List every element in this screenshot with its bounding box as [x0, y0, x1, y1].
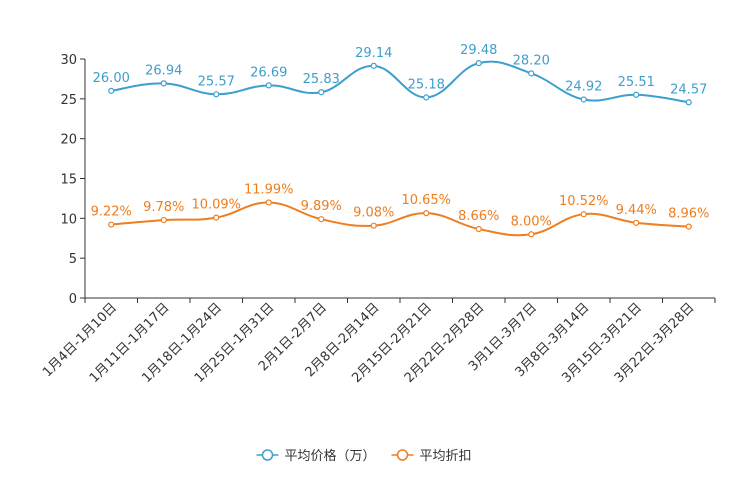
y-tick-label: 20	[60, 133, 77, 148]
y-tick-label: 15	[60, 173, 77, 188]
data-point	[318, 89, 325, 96]
data-point	[475, 225, 482, 233]
data-point	[160, 80, 167, 87]
data-point	[265, 199, 272, 206]
data-point	[423, 210, 430, 217]
data-label: 25.51	[618, 75, 655, 90]
data-label: 26.00	[93, 71, 130, 86]
data-point	[370, 62, 377, 69]
data-label: 9.89%	[301, 199, 342, 214]
data-point	[475, 60, 482, 67]
y-tick-label: 0	[69, 292, 77, 307]
data-label: 11.99%	[244, 182, 294, 197]
data-label: 24.92	[565, 79, 602, 94]
data-point	[318, 216, 325, 223]
data-label: 29.48	[460, 43, 497, 58]
data-point	[580, 211, 587, 218]
data-point	[108, 87, 115, 94]
data-point	[213, 91, 220, 98]
data-label: 10.09%	[191, 198, 241, 213]
data-point	[160, 216, 167, 224]
data-label: 28.20	[513, 53, 550, 68]
data-point	[633, 91, 640, 98]
data-point	[528, 231, 535, 238]
data-point	[423, 94, 430, 101]
y-tick-label: 25	[60, 93, 77, 108]
legend-item-1: 平均价格（万）	[256, 448, 376, 464]
legend: 平均价格（万） 平均折扣	[256, 448, 472, 464]
data-label: 26.94	[145, 63, 182, 78]
data-point	[580, 96, 587, 103]
data-label: 10.52%	[559, 194, 609, 209]
series-2: 9.22% 9.78% 10.09%11.99% 9.89% 9.08% 10.65% 8.…	[91, 182, 709, 238]
y-tick-label: 10	[60, 212, 77, 227]
series-layer: 26.00 26.94 25.57 26.69 25.83 29.14 25.18 29.48…	[91, 43, 709, 238]
data-label: 9.78%	[143, 200, 184, 215]
data-label: 10.65%	[401, 193, 451, 208]
data-label: 9.08%	[353, 206, 394, 221]
data-label: 25.18	[408, 77, 445, 92]
data-label: 8.96%	[668, 207, 709, 222]
data-point	[213, 214, 220, 221]
data-point	[528, 70, 535, 77]
data-label: 24.57	[670, 82, 707, 97]
data-point	[633, 219, 640, 226]
y-tick-label: 5	[69, 252, 77, 267]
legend-marker-icon	[396, 449, 409, 461]
data-point	[685, 99, 692, 106]
data-label: 9.44%	[616, 203, 657, 218]
legend-marker-icon	[261, 449, 274, 461]
data-label: 25.57	[198, 74, 235, 89]
data-label: 26.69	[250, 65, 287, 80]
legend-label: 平均折扣	[420, 449, 472, 464]
data-point	[265, 82, 272, 89]
data-label: 8.66%	[458, 209, 499, 224]
data-label: 8.00%	[511, 214, 552, 229]
legend-item-2: 平均折扣	[391, 449, 472, 464]
data-point	[685, 223, 692, 230]
data-point	[108, 221, 115, 228]
data-label: 25.83	[303, 72, 340, 87]
legend-label: 平均价格（万）	[285, 448, 376, 464]
data-point	[370, 222, 377, 229]
series-1: 26.00 26.94 25.57 26.69 25.83 29.14 25.18 29.48…	[93, 43, 707, 106]
y-tick-label: 30	[60, 53, 77, 68]
data-label: 9.22%	[91, 205, 132, 220]
data-label: 29.14	[355, 46, 392, 61]
series-line	[111, 201, 689, 237]
